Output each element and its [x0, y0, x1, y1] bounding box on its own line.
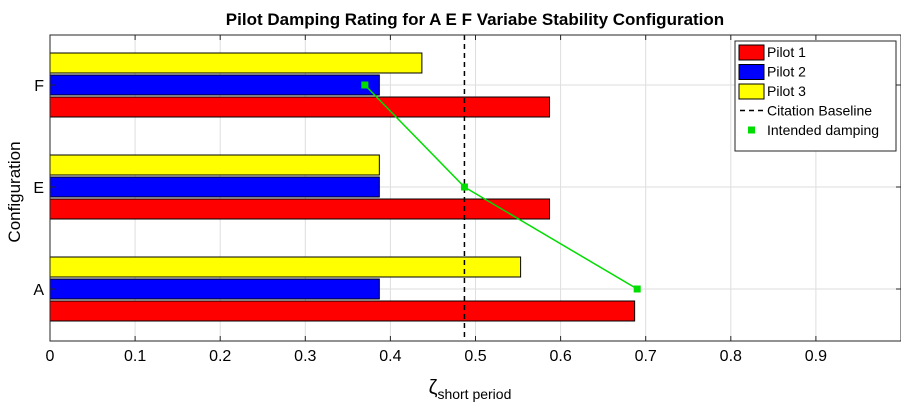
legend-swatch-intended-damping	[748, 127, 755, 134]
intended-damping-marker-e	[461, 184, 468, 191]
x-tick-label: 0.9	[805, 348, 827, 365]
legend-swatch-pilot-3	[739, 84, 764, 99]
legend-label: Pilot 3	[767, 83, 806, 99]
bar-pilot-3-f	[50, 53, 422, 73]
y-tick-label: A	[33, 282, 44, 299]
legend: Pilot 1 Pilot 2 Pilot 3 Citation Baseline In…	[735, 41, 896, 151]
x-axis-label: ζshort period	[429, 377, 512, 402]
legend-label: Pilot 2	[767, 64, 806, 80]
x-axis-label-symbol: ζ	[429, 377, 438, 399]
y-tick-label: F	[34, 78, 44, 95]
bar-pilot-3-e	[50, 155, 379, 175]
x-tick-label: 0.6	[549, 348, 571, 365]
bar-pilot-2-f	[50, 75, 379, 95]
chart-title: Pilot Damping Rating for A E F Variabe S…	[226, 10, 724, 29]
x-tick-label: 0.2	[209, 348, 231, 365]
legend-label: Citation Baseline	[767, 103, 872, 119]
bar-pilot-2-e	[50, 177, 379, 197]
y-axis-label: Configuration	[5, 141, 24, 242]
x-tick-label: 0.5	[464, 348, 486, 365]
legend-label: Pilot 1	[767, 44, 806, 60]
legend-label: Intended damping	[767, 122, 879, 138]
x-tick-label: 0	[46, 348, 55, 365]
x-tick-label: 0.8	[720, 348, 742, 365]
legend-swatch-pilot-1	[739, 45, 764, 60]
bar-pilot-3-a	[50, 257, 521, 277]
x-tick-label: 0.1	[124, 348, 146, 365]
x-tick-label: 0.4	[379, 348, 401, 365]
bar-pilot-1-e	[50, 199, 550, 219]
y-tick-label: E	[33, 180, 44, 197]
intended-damping-marker-f	[361, 82, 368, 89]
legend-swatch-pilot-2	[739, 65, 764, 80]
intended-damping-marker-a	[634, 286, 641, 293]
x-tick-label: 0.3	[294, 348, 316, 365]
bar-pilot-2-a	[50, 279, 379, 299]
x-tick-label: 0.7	[635, 348, 657, 365]
bar-pilot-1-f	[50, 97, 550, 117]
bar-pilot-1-a	[50, 301, 635, 321]
x-axis-label-subscript: short period	[437, 386, 511, 402]
